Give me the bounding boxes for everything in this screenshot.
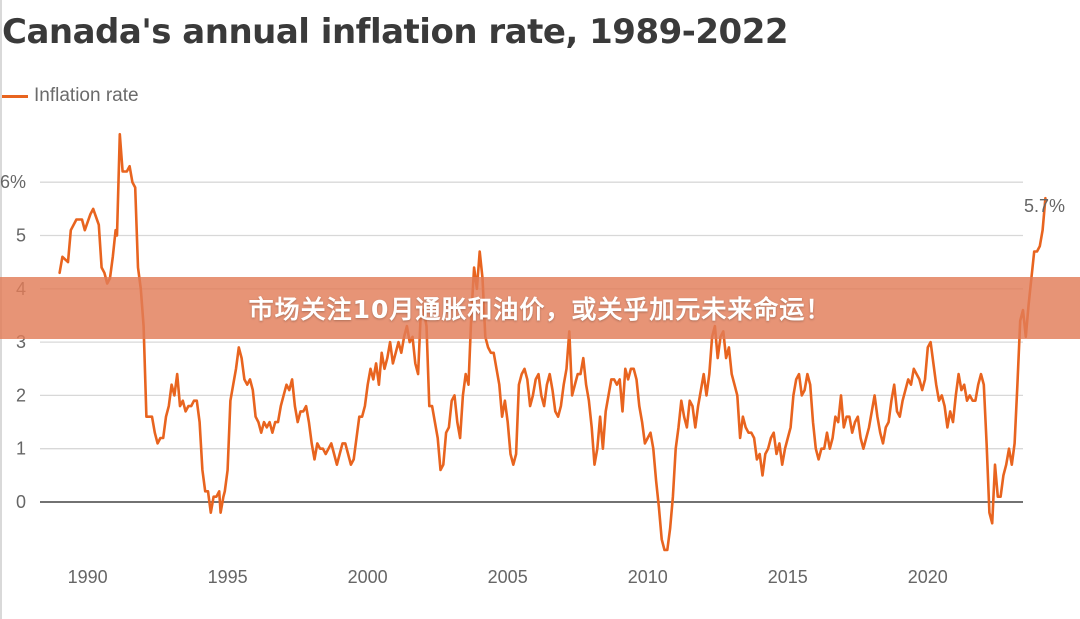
x-tick-label-2015: 2015: [768, 567, 808, 587]
y-tick-label-2: 2: [16, 385, 26, 405]
y-tick-label-5: 5: [16, 226, 26, 246]
y-tick-label-0: 0: [16, 492, 26, 512]
y-tick-label-6: 6%: [0, 172, 26, 192]
y-tick-label-3: 3: [16, 332, 26, 352]
legend-label-inflation-rate: Inflation rate: [34, 85, 139, 106]
x-tick-label-1995: 1995: [208, 567, 248, 587]
x-tick-label-2005: 2005: [488, 567, 528, 587]
x-tick-label-2010: 2010: [628, 567, 668, 587]
legend: Inflation rate: [0, 84, 139, 108]
x-tick-label-1990: 1990: [68, 567, 108, 587]
series-end-label: 5.7%: [1024, 196, 1065, 216]
headline-banner: 市场关注10月通胀和油价，或关乎加元未来命运！: [0, 277, 1080, 339]
y-tick-label-1: 1: [16, 439, 26, 459]
chart-title: Canada's annual inflation rate, 1989-202…: [2, 12, 789, 52]
x-tick-label-2020: 2020: [908, 567, 948, 587]
series-line-inflation-rate: [58, 132, 1047, 552]
headline-banner-text: 市场关注10月通胀和油价，或关乎加元未来命运！: [248, 295, 832, 324]
x-tick-label-2000: 2000: [348, 567, 388, 587]
legend-swatch-inflation-rate: [2, 94, 28, 98]
